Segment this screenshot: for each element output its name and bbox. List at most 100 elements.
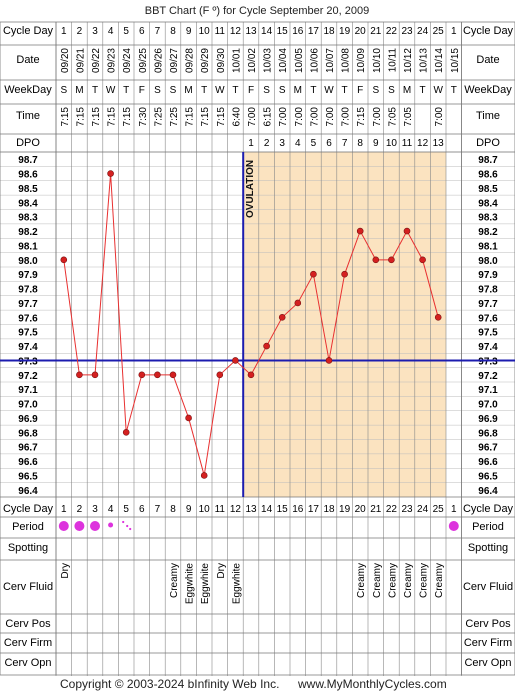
- y-tick-label-right: 97.7: [478, 299, 498, 310]
- temperature-point: [138, 371, 146, 379]
- row-label-cycle-day-bottom-right: Cycle Day: [463, 503, 514, 515]
- cycle-day-label-bottom: 20: [355, 504, 367, 515]
- right-row-labels: Cycle Day Date WeekDay Time DPO Cycle Da…: [463, 25, 514, 669]
- cycle-day-label-top: 23: [401, 26, 413, 37]
- weekday-label: T: [201, 85, 207, 96]
- cerv-fluid-label: Creamy: [372, 563, 383, 598]
- row-label-spotting-right: Spotting: [468, 542, 508, 554]
- cycle-day-label-bottom: 10: [199, 504, 211, 515]
- cycle-day-label-bottom: 5: [123, 504, 129, 515]
- dpo-label: 12: [417, 138, 429, 149]
- cycle-day-label-top: 19: [339, 26, 351, 37]
- y-tick-label-right: 97.2: [478, 371, 498, 382]
- row-label-period: Period: [12, 521, 44, 533]
- temperature-point: [434, 314, 442, 321]
- dpo-label: 6: [326, 138, 332, 149]
- y-tick-label-left: 96.9: [18, 414, 38, 425]
- row-label-cycle-day-top-right: Cycle Day: [463, 25, 514, 37]
- temperature-point: [185, 414, 192, 422]
- y-tick-label-right: 96.8: [478, 428, 498, 439]
- cycle-day-label-top: 24: [417, 26, 429, 37]
- y-tick-label-right: 96.7: [478, 443, 498, 454]
- row-label-cycle-day-bottom: Cycle Day: [3, 503, 54, 515]
- cerv-fluid-label: Eggwhite: [231, 563, 242, 605]
- row-label-cerv-firm: Cerv Firm: [4, 637, 52, 649]
- temperature-point: [232, 357, 239, 364]
- dpo-label: 13: [433, 138, 445, 149]
- chart-title: BBT Chart (F º) for Cycle September 20, …: [145, 5, 370, 17]
- cerv-fluid-label: Creamy: [169, 563, 180, 598]
- cycle-day-label-bottom: 25: [433, 504, 445, 515]
- row-label-dpo: DPO: [16, 137, 40, 149]
- weekday-label: T: [92, 85, 98, 96]
- cycle-day-label-bottom: 16: [292, 504, 304, 515]
- time-label: 7:00: [294, 107, 305, 127]
- cycle-day-label-bottom: 4: [108, 504, 114, 515]
- date-label: 10/08: [341, 48, 352, 73]
- cycle-day-label-top: 8: [170, 26, 176, 37]
- time-label: 7:15: [185, 107, 196, 127]
- cycle-day-label-top: 2: [77, 26, 83, 37]
- y-tick-label-left: 98.7: [18, 155, 38, 166]
- time-label: 7:05: [387, 107, 398, 127]
- y-tick-label-left: 96.8: [18, 428, 38, 439]
- cycle-day-label-top: 11: [215, 26, 226, 37]
- y-tick-label-left: 98.2: [18, 227, 38, 238]
- period-dot-light: [126, 524, 129, 528]
- y-tick-label-right: 97.3: [478, 356, 498, 367]
- row-label-cerv-opn-right: Cerv Opn: [464, 657, 511, 669]
- cycle-day-label-bottom: 11: [215, 504, 226, 515]
- cycle-day-label-bottom: 2: [77, 504, 83, 515]
- y-tick-label-right: 97.0: [478, 400, 498, 411]
- date-label: 09/25: [138, 48, 149, 73]
- y-tick-label-left: 97.0: [18, 400, 38, 411]
- cycle-day-label-bottom: 1: [451, 504, 457, 515]
- temperature-point: [200, 472, 208, 479]
- row-label-period-right: Period: [472, 521, 504, 533]
- y-tick-label-right: 96.4: [478, 486, 498, 497]
- weekday-label: S: [170, 85, 177, 96]
- date-label: 10/12: [403, 48, 414, 73]
- left-row-labels: Cycle Day Date WeekDay Time DPO Cycle Da…: [3, 25, 54, 669]
- date-label: 10/01: [231, 48, 242, 73]
- cycle-day-label-top: 15: [277, 26, 289, 37]
- row-label-cycle-day-top: Cycle Day: [3, 25, 54, 37]
- y-tick-label-right: 98.4: [478, 198, 498, 209]
- weekday-label: M: [403, 85, 411, 96]
- y-tick-label-left: 97.2: [18, 371, 38, 382]
- y-tick-label-left: 96.7: [18, 443, 38, 454]
- row-label-time: Time: [16, 110, 40, 122]
- weekday-label: W: [215, 85, 225, 96]
- cerv-fluid-label: Dry: [60, 563, 71, 579]
- y-tick-label-left: 96.6: [18, 457, 38, 468]
- weekday-label: T: [232, 85, 238, 96]
- date-label: 10/07: [325, 48, 336, 73]
- y-tick-label-right: 97.4: [478, 342, 498, 353]
- y-tick-label-right: 98.7: [478, 155, 498, 166]
- date-label: 09/23: [107, 48, 118, 73]
- period-dot-heavy: [90, 521, 100, 531]
- date-label: 09/20: [60, 48, 71, 73]
- y-tick-label-left: 97.1: [18, 385, 38, 396]
- time-label: 7:00: [434, 107, 445, 127]
- period-dot-heavy: [448, 521, 459, 531]
- cerv-fluid-label: Creamy: [403, 563, 414, 598]
- y-tick-label-left: 97.5: [18, 328, 38, 339]
- dpo-label: 9: [373, 138, 379, 149]
- y-tick-label-left: 97.8: [18, 285, 38, 296]
- date-label: 09/29: [200, 48, 211, 73]
- temperature-point: [278, 314, 286, 321]
- time-label: 7:15: [122, 107, 133, 127]
- time-label: 7:00: [247, 107, 258, 127]
- y-tick-label-right: 96.5: [478, 471, 498, 482]
- cycle-day-label-top: 18: [323, 26, 335, 37]
- y-tick-label-left: 98.5: [18, 184, 38, 195]
- weekday-label: W: [324, 85, 334, 96]
- dpo-label: 3: [279, 138, 285, 149]
- y-tick-label-left: 98.0: [18, 256, 38, 267]
- date-label: 10/06: [309, 48, 320, 73]
- cerv-fluid-label: Dry: [216, 563, 227, 579]
- row-label-cerv-firm-right: Cerv Firm: [464, 637, 512, 649]
- y-tick-label-left: 98.6: [18, 170, 38, 181]
